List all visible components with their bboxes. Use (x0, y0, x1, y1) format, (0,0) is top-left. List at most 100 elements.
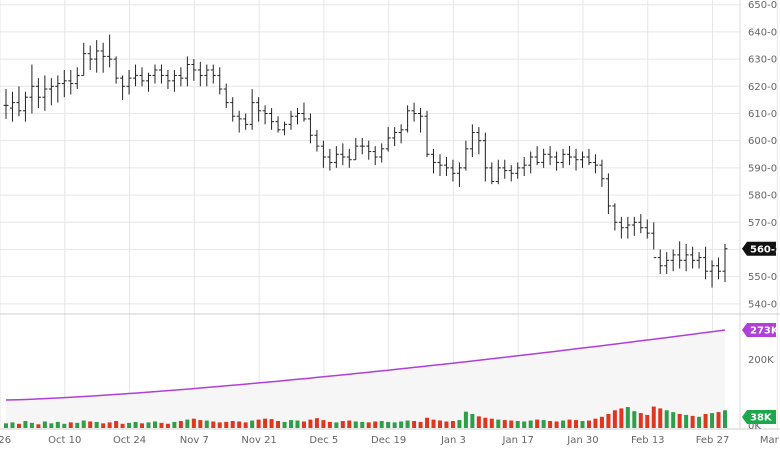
ohlc-bar (340, 143, 346, 166)
volume-tick-label: 0K (748, 421, 761, 432)
ohlc-bar (515, 162, 521, 179)
ohlc-bar (204, 64, 210, 87)
ohlc-bar (327, 148, 333, 171)
volume-bar (703, 414, 708, 428)
price-tick-label: 570-0 (748, 218, 777, 229)
ohlc-bar (631, 216, 637, 236)
volume-bar (314, 418, 319, 428)
ohlc-bar (677, 241, 683, 269)
volume-bar (645, 414, 650, 428)
volume-bar (230, 421, 235, 428)
ohlc-bar (392, 127, 398, 147)
ohlc-bar (87, 45, 93, 70)
volume-bar (308, 419, 313, 428)
ohlc-bar (385, 127, 391, 152)
volume-bar (152, 421, 157, 428)
ohlc-bar (670, 249, 676, 272)
volume-bar (16, 423, 21, 428)
ohlc-bar (94, 40, 100, 73)
ohlc-bar (275, 116, 281, 133)
volume-bar (599, 416, 604, 428)
ohlc-bar (508, 165, 514, 182)
ohlc-bar (55, 75, 61, 103)
ohlc-bar (612, 203, 618, 231)
price-tick-label: 630-0 (748, 55, 777, 66)
time-tick-label: Jan 30 (566, 435, 598, 446)
ohlc-bar (359, 137, 365, 155)
ohlc-bar (282, 121, 288, 136)
ohlc-bar (81, 42, 87, 76)
ohlc-bar (489, 162, 495, 185)
time-tick-label: Feb 27 (696, 435, 730, 446)
ohlc-bar (210, 64, 216, 84)
ohlc-bar (191, 59, 197, 81)
volume-bar (548, 421, 553, 428)
volume-bar (10, 422, 15, 428)
ohlc-bar (722, 244, 728, 283)
ohlc-bar (139, 67, 145, 87)
ohlc-bar (197, 61, 203, 87)
ohlc-bar (716, 257, 722, 280)
volume-bar (224, 421, 229, 428)
volume-bar (269, 419, 274, 428)
ohlc-bar (269, 108, 275, 130)
volume-bar (483, 417, 488, 428)
volume-bar (42, 421, 47, 428)
ohlc-bar (463, 140, 469, 171)
time-tick-label: Mar 13 (760, 435, 780, 446)
volume-badge: 38K (742, 410, 776, 424)
volume-bar (651, 406, 656, 428)
time-tick-label: Nov 21 (241, 435, 276, 446)
ohlc-bar (307, 113, 313, 144)
volume-bar (373, 421, 378, 428)
open-interest-badge: 273K (742, 323, 780, 337)
volume-bar (625, 407, 630, 428)
ohlc-bar (625, 216, 631, 239)
volume-bar (334, 422, 339, 428)
ohlc-bar (223, 83, 229, 109)
volume-bar (574, 420, 579, 428)
volume-bars (4, 406, 727, 428)
volume-bar (489, 418, 494, 428)
time-tick-label: Oct 10 (48, 435, 81, 446)
volume-bar (496, 419, 501, 428)
volume-bar (327, 421, 332, 428)
volume-bar (405, 420, 410, 428)
volume-bar (321, 420, 326, 428)
volume-bar (94, 421, 99, 428)
open-interest-fill (6, 330, 725, 428)
ohlc-bar (554, 151, 560, 171)
volume-bar (140, 423, 145, 428)
ohlc-bar (107, 34, 113, 68)
price-tick-label: 600-0 (748, 136, 777, 147)
ohlc-bar (651, 222, 657, 259)
ohlc-bar (146, 72, 152, 92)
volume-bar (418, 421, 423, 428)
ohlc-bar (618, 216, 624, 239)
ohlc-bar (320, 140, 326, 168)
ohlc-bar (230, 97, 236, 122)
volume-bar (75, 422, 80, 428)
ohlc-bar (294, 108, 300, 125)
volume-bar (567, 419, 572, 428)
ohlc-bar (605, 173, 611, 215)
volume-bar (386, 421, 391, 428)
volume-bar (172, 421, 177, 428)
volume-bar (127, 422, 132, 428)
ohlc-bar (353, 137, 359, 161)
volume-bar (49, 423, 54, 428)
volume-bar (638, 413, 643, 428)
ohlc-bar (709, 260, 715, 288)
volume-bar (470, 414, 475, 428)
volume-bar (301, 421, 306, 428)
volume-bar (697, 416, 702, 428)
ohlc-bar (528, 151, 534, 174)
volume-bar (347, 420, 352, 428)
ohlc-bar (567, 146, 573, 166)
ohlc-bar (249, 89, 255, 130)
value-badges: 560-2 273K 38K (742, 241, 780, 424)
price-tick-label: 650-0 (748, 0, 777, 11)
ohlc-bar (502, 159, 508, 179)
volume-bar (437, 420, 442, 428)
